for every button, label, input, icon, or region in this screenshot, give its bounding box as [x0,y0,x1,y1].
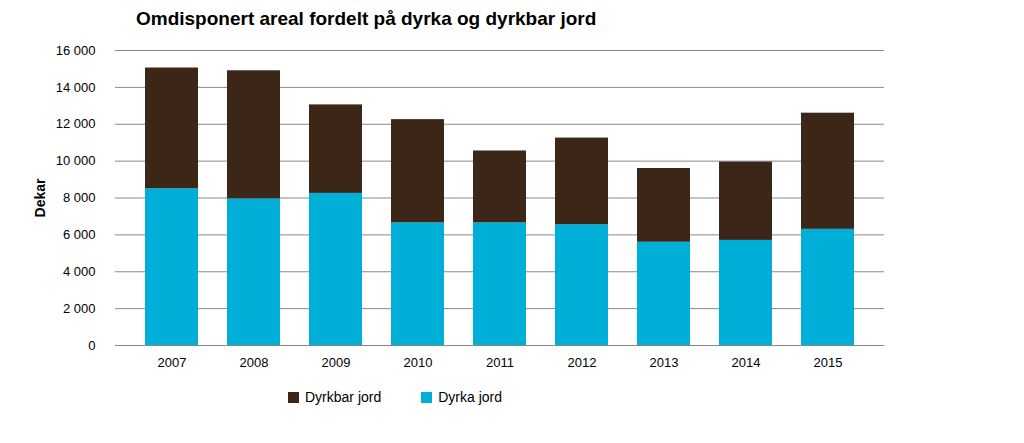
svg-text:10 000: 10 000 [56,153,96,168]
svg-text:4 000: 4 000 [63,264,96,279]
svg-text:2012: 2012 [568,355,597,370]
html-text:Omdisponert areal fordelt på d: Omdisponert areal fordelt på dyrka og dy… [136,8,597,29]
svg-text:16 000: 16 000 [56,43,96,58]
svg-text:2007: 2007 [158,355,187,370]
html-text:Dyrka jord: Dyrka jord [438,389,502,405]
svg-text:2 000: 2 000 [63,301,96,316]
svg-text:2009: 2009 [322,355,351,370]
svg-text:2015: 2015 [814,355,843,370]
svg-text:8 000: 8 000 [63,190,96,205]
svg-text:12 000: 12 000 [56,116,96,131]
svg-text:2011: 2011 [486,355,514,370]
svg-text:2008: 2008 [240,355,269,370]
svg-text:14 000: 14 000 [56,80,96,95]
svg-text:6 000: 6 000 [63,227,96,242]
svg-text:2014: 2014 [732,355,761,370]
svg-text:2010: 2010 [404,355,433,370]
html-text:Dyrkbar jord: Dyrkbar jord [305,389,382,405]
svg-text:2013: 2013 [650,355,679,370]
svg-text:Dekar: Dekar [32,178,48,217]
svg-text:0: 0 [88,338,95,353]
